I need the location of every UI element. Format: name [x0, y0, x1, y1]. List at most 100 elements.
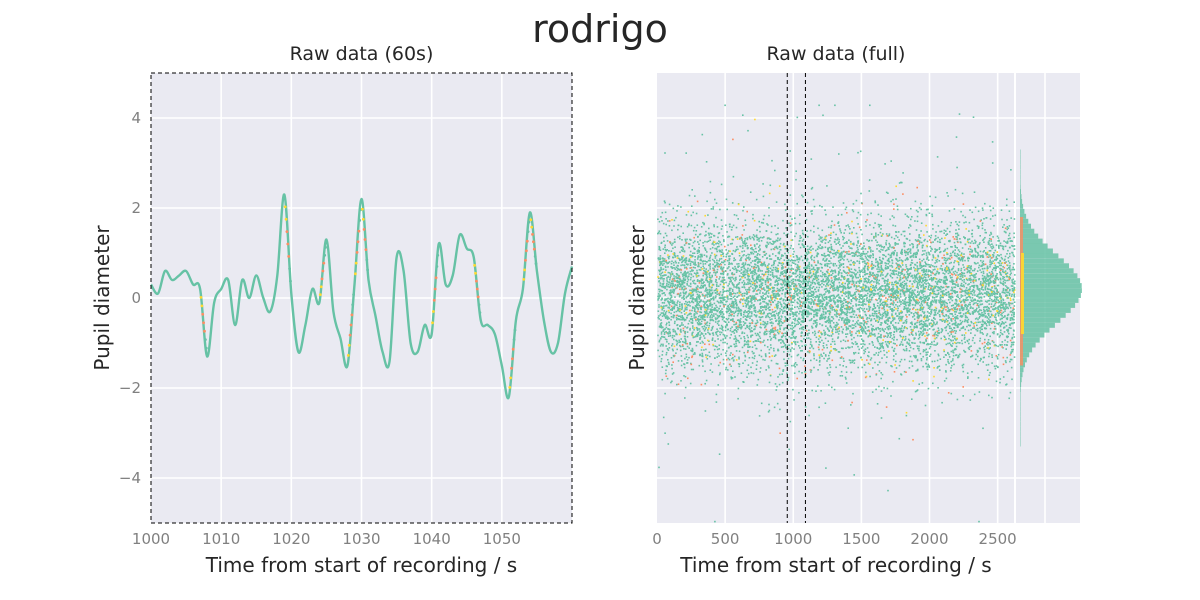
scatter-point: [723, 239, 725, 241]
scatter-point: [842, 328, 844, 331]
scatter-point: [851, 346, 853, 348]
scatter-point: [767, 339, 769, 341]
scatter-point: [689, 329, 691, 331]
scatter-point: [740, 294, 742, 296]
scatter-point: [839, 284, 841, 287]
scatter-point: [787, 292, 790, 294]
scatter-point: [809, 288, 811, 291]
scatter-point: [829, 266, 831, 269]
scatter-point: [690, 318, 692, 320]
scatter-point: [964, 216, 967, 219]
scatter-point: [704, 290, 706, 292]
scatter-point: [977, 254, 980, 256]
scatter-point: [806, 295, 808, 297]
scatter-point: [928, 312, 930, 314]
scatter-point: [756, 261, 759, 264]
scatter-point: [682, 291, 685, 293]
scatter-point: [937, 292, 940, 294]
scatter-point: [973, 290, 976, 292]
scatter-point: [873, 310, 876, 312]
scatter-point: [843, 242, 846, 245]
scatter-point: [727, 321, 730, 323]
scatter-point: [781, 284, 783, 286]
scatter-point: [938, 286, 941, 289]
scatter-point: [982, 251, 985, 253]
interpolated-sample-point: [324, 246, 327, 249]
scatter-point: [717, 330, 719, 332]
interpolated-sample-point: [366, 268, 369, 272]
scatter-point: [769, 238, 772, 240]
scatter-point: [658, 280, 660, 283]
scatter-point: [740, 237, 743, 240]
scatter-point: [922, 258, 925, 261]
scatter-point: [934, 257, 937, 259]
scatter-point: [840, 264, 843, 267]
scatter-point: [770, 231, 773, 234]
interpolated-sample-point: [348, 333, 352, 337]
scatter-point: [684, 341, 687, 344]
x-tick-label: 1000: [132, 530, 170, 548]
scatter-point: [991, 292, 994, 294]
scatter-point: [871, 333, 873, 336]
scatter-point: [910, 207, 912, 210]
scatter-point: [851, 280, 854, 283]
scatter-point: [911, 330, 913, 333]
scatter-point: [782, 299, 785, 302]
scatter-point: [897, 231, 900, 233]
scatter-point: [832, 328, 834, 331]
scatter-point: [746, 324, 748, 327]
scatter-point: [774, 246, 776, 249]
scatter-point: [691, 245, 694, 247]
scatter-point: [867, 355, 870, 358]
scatter-point: [955, 342, 957, 345]
scatter-point: [923, 316, 926, 318]
scatter-point: [735, 249, 737, 252]
scatter-point: [1007, 227, 1010, 229]
scatter-point: [692, 336, 695, 339]
scatter-point: [1004, 245, 1007, 248]
scatter-point: [887, 346, 889, 348]
scatter-point: [712, 296, 715, 298]
scatter-point: [852, 310, 854, 313]
scatter-point: [927, 270, 930, 273]
scatter-point: [684, 397, 686, 399]
scatter-point: [876, 277, 878, 279]
scatter-point: [796, 364, 798, 366]
scatter-point: [963, 338, 966, 340]
scatter-point: [662, 416, 665, 419]
scatter-point: [896, 301, 899, 303]
scatter-point: [928, 235, 930, 238]
scatter-point: [864, 376, 867, 379]
scatter-point: [757, 266, 760, 268]
scatter-point: [868, 363, 871, 365]
scatter-point: [669, 277, 671, 279]
scatter-point: [845, 295, 848, 298]
scatter-point: [794, 291, 796, 293]
scatter-point: [668, 342, 670, 345]
scatter-point: [879, 327, 881, 330]
scatter-point: [714, 247, 716, 250]
scatter-point: [870, 332, 873, 334]
scatter-point: [683, 295, 685, 297]
scatter-point: [781, 373, 783, 375]
scatter-point: [795, 270, 798, 273]
interpolated-sample-point: [354, 261, 358, 265]
scatter-point: [891, 277, 894, 279]
scatter-point: [869, 306, 872, 309]
scatter-point: [953, 208, 956, 210]
scatter-point: [899, 334, 901, 337]
scatter-point: [703, 223, 705, 226]
scatter-point: [683, 250, 686, 253]
scatter-point: [908, 339, 911, 342]
scatter-point: [954, 244, 956, 247]
scatter-point: [983, 292, 986, 294]
scatter-point: [1005, 303, 1008, 306]
scatter-point: [951, 279, 953, 281]
scatter-point: [760, 282, 763, 284]
scatter-point: [838, 261, 841, 264]
scatter-point: [782, 312, 784, 314]
scatter-point: [978, 292, 981, 294]
scatter-point: [930, 264, 932, 266]
scatter-point: [766, 314, 769, 316]
scatter-point: [909, 292, 911, 294]
